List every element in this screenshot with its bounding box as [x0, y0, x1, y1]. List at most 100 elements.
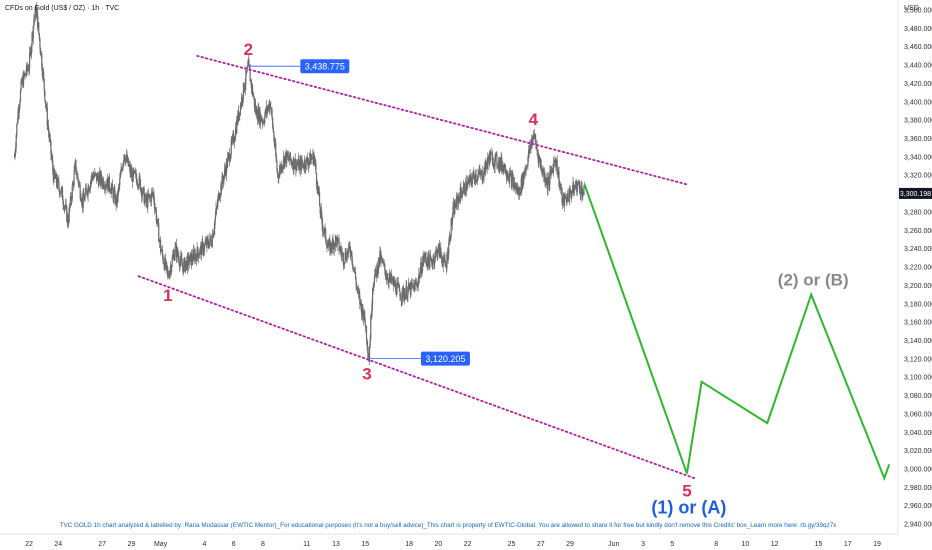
candle-body [516, 187, 519, 195]
candle-body [532, 135, 534, 144]
candle-body [506, 175, 508, 178]
candle-body [528, 150, 530, 154]
time-tick-label: May [154, 541, 168, 548]
candle-body [180, 256, 182, 262]
candle-body [147, 194, 150, 198]
candle-body [247, 59, 249, 66]
candle-body [484, 160, 486, 174]
candle-body [289, 152, 291, 160]
candle-body [525, 166, 527, 172]
candle-body [544, 182, 547, 184]
time-tick-label: 15 [361, 541, 369, 548]
price-tick-label: 3,500.000 [904, 8, 932, 15]
candle-body [267, 104, 270, 109]
time-tick-label: Jun [608, 541, 619, 548]
price-tick-label: 3,100.000 [904, 375, 932, 382]
candle-body [127, 157, 129, 162]
candle-body [159, 240, 162, 252]
candle-body [223, 168, 226, 176]
candle-body [73, 171, 75, 186]
candle-body [66, 215, 68, 222]
candle-body [292, 158, 294, 170]
candle-body [226, 161, 228, 168]
candle-body [265, 106, 268, 114]
last-price-value: 3,300.198 [900, 191, 931, 198]
candle-body [342, 253, 344, 265]
candle-body [564, 194, 566, 199]
candle-body [90, 179, 92, 182]
candle-body [116, 196, 118, 202]
candle-body [17, 110, 19, 123]
candle-body [201, 241, 203, 256]
candle-body [360, 299, 362, 306]
candle-body [281, 167, 284, 171]
candle-body [67, 221, 70, 225]
candle-body [538, 156, 540, 163]
candle-body [144, 194, 146, 198]
candle-body [379, 250, 381, 264]
price-axis[interactable]: 2,940.000 2,960.000 2,980.000 3,000.000 3,02… [904, 8, 932, 529]
candle-body [400, 297, 402, 299]
candle-body [178, 257, 180, 264]
candle-body [471, 177, 474, 184]
candle-body [202, 241, 204, 243]
candle-body [314, 157, 316, 161]
candle-body [197, 253, 199, 258]
candle-body [261, 120, 263, 122]
time-tick-label: 27 [537, 541, 545, 548]
candle-body [77, 178, 79, 185]
candle-body [275, 155, 277, 162]
candle-body [287, 155, 290, 160]
candle-body [225, 170, 227, 176]
wave-label-5: 5 [682, 482, 691, 501]
candle-body [148, 195, 150, 198]
candle-body [200, 245, 203, 256]
candle-body [222, 175, 224, 181]
candle-body [413, 285, 415, 292]
candle-body [417, 285, 419, 287]
candle-body [253, 96, 255, 98]
candle-body [366, 339, 368, 346]
candle-body [449, 237, 452, 241]
candle-body [334, 236, 337, 246]
candle-body [445, 264, 447, 268]
candle-body [438, 244, 441, 258]
candle-body [198, 255, 200, 258]
candle-body [30, 46, 33, 55]
candle-body [392, 278, 394, 280]
projection-label-2-or-b: (2) or (B) [778, 271, 849, 290]
candle-body [345, 252, 347, 260]
candle-body [168, 276, 170, 278]
candle-body [412, 285, 415, 287]
candle-body [183, 258, 185, 262]
candle-body [134, 170, 136, 174]
candle-body [204, 243, 206, 245]
candle-body [161, 249, 164, 255]
candle-body [236, 119, 238, 124]
candle-body [370, 316, 372, 340]
candle-body [57, 178, 59, 181]
time-axis[interactable]: 22 24 27 29 May 4 6 8 11 13 15 18 20 22 25 27 29 Jun 3 5 8 10… [25, 541, 881, 548]
candle-body [75, 160, 77, 173]
candle-body [442, 262, 444, 266]
candle-body [561, 188, 563, 203]
candle-body [557, 171, 559, 176]
candle-body [71, 199, 73, 201]
candle-body [273, 140, 276, 147]
candle-body [485, 165, 488, 169]
candle-body [101, 181, 103, 186]
candle-body [562, 199, 564, 203]
candle-body [272, 118, 274, 128]
candle-body [176, 248, 178, 258]
candle-body [499, 158, 501, 170]
wave-label-3: 3 [362, 365, 371, 384]
candle-body [402, 287, 404, 290]
candle-body [99, 172, 101, 176]
time-tick-label: 29 [566, 541, 574, 548]
candle-body [404, 293, 406, 300]
candle-body [409, 285, 411, 295]
candle-body [548, 176, 550, 183]
candle-body [455, 207, 457, 209]
wave-label-1: 1 [163, 286, 172, 305]
